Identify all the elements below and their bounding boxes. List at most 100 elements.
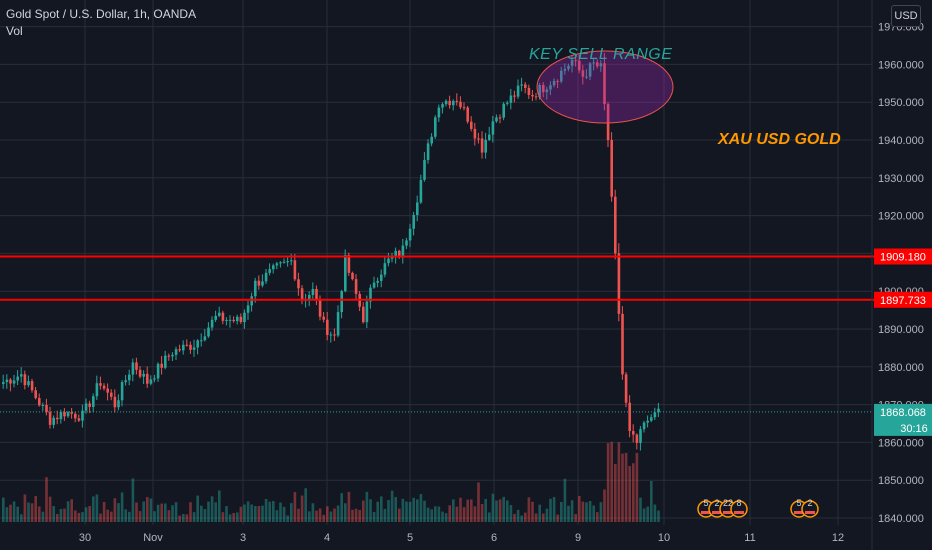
candle-body <box>138 369 142 377</box>
volume-bar <box>477 482 480 522</box>
candle-body <box>311 288 315 296</box>
candle-body <box>545 89 549 93</box>
volume-bar <box>362 500 365 522</box>
volume-bar <box>117 503 120 522</box>
volume-bar <box>448 505 451 522</box>
volume-bar <box>110 511 113 522</box>
candle-body <box>592 62 595 64</box>
candle-body <box>131 362 135 375</box>
candle-body <box>498 117 502 119</box>
candle-body <box>441 104 444 108</box>
volume-bar <box>470 499 473 522</box>
volume-bar <box>646 506 649 522</box>
volume-bar <box>592 505 595 522</box>
candle-body <box>48 412 52 425</box>
symbol-legend[interactable]: Gold Spot / U.S. Dollar, 1h, OANDA <box>6 7 197 21</box>
volume-bar <box>279 502 282 522</box>
candle-body <box>657 408 660 413</box>
candle-body <box>23 374 27 386</box>
volume-bar <box>99 513 102 522</box>
candle-body <box>135 362 138 370</box>
volume-bar <box>617 442 621 522</box>
current-price-badge <box>874 403 932 436</box>
volume-bar <box>545 508 549 522</box>
candle-body <box>322 316 325 320</box>
volume-bar <box>513 513 516 522</box>
volume-bar <box>596 512 599 522</box>
volume-bar <box>257 506 261 522</box>
candle-body <box>146 373 149 384</box>
volume-bar <box>502 496 505 522</box>
currency-button[interactable]: USD <box>891 5 921 27</box>
candle-body <box>340 291 343 313</box>
candle-body <box>70 412 73 414</box>
volume-bar <box>520 515 523 522</box>
volume-bar <box>20 514 23 522</box>
volume-bar <box>146 497 149 522</box>
event-marker-flag-icon <box>723 511 733 514</box>
volume-bar <box>95 494 99 522</box>
candle-body <box>250 296 253 306</box>
candle-body <box>380 274 383 281</box>
level-price-badge <box>874 291 932 308</box>
price-tick-label: 1950.000 <box>878 97 924 109</box>
candle-body <box>354 279 358 294</box>
volume-bar <box>239 506 243 522</box>
candle-body <box>372 282 376 288</box>
volume-bar <box>585 502 588 522</box>
volume-bar <box>426 507 430 522</box>
volume-legend[interactable]: Vol <box>6 24 23 38</box>
candle-body <box>466 107 469 122</box>
volume-bar <box>218 490 221 522</box>
candle-body <box>491 121 495 135</box>
volume-bar <box>552 497 556 522</box>
volume-bar <box>560 501 563 522</box>
candle-body <box>455 100 459 102</box>
candle-body <box>41 404 45 406</box>
candle-body <box>95 383 99 397</box>
volume-bar <box>491 493 495 522</box>
volume-bar <box>419 494 423 522</box>
price-tick-label: 1850.000 <box>878 475 924 487</box>
candle-body <box>221 312 225 321</box>
candle-body <box>534 96 538 98</box>
candle-body <box>182 344 185 351</box>
volume-bar <box>286 515 289 522</box>
event-marker-flag-icon <box>805 511 815 514</box>
volume-bar <box>542 513 545 522</box>
volume-bar <box>196 495 199 522</box>
candle-body <box>16 376 19 381</box>
volume-bar <box>434 506 437 522</box>
price-tick-label: 1940.000 <box>878 135 924 147</box>
volume-bar <box>174 502 178 522</box>
volume-bar <box>189 502 192 522</box>
volume-bar <box>81 512 84 522</box>
volume-bar <box>563 478 567 522</box>
candle-body <box>318 299 322 317</box>
candle-body <box>574 60 577 62</box>
price-tick-label: 1860.000 <box>878 437 924 449</box>
volume-bar <box>131 478 135 522</box>
xau-usd-gold-label: XAU USD GOLD <box>718 131 841 148</box>
candle-body <box>239 316 243 323</box>
candle-body <box>66 412 70 417</box>
time-axis[interactable]: 30 Nov 3 4 5 6 9 10 11 12 <box>79 532 844 544</box>
candle-body <box>560 70 563 82</box>
candle-body <box>333 334 336 336</box>
candle-body <box>614 196 617 254</box>
volume-bar <box>171 505 174 522</box>
volume-bar <box>12 501 16 522</box>
volume-bar <box>423 500 426 522</box>
candle-body <box>628 402 631 432</box>
volume-bar <box>120 492 124 522</box>
price-tick-label: 1970.000 <box>878 22 924 34</box>
event-marker-count: 22 <box>723 498 733 508</box>
candle-body <box>38 398 41 406</box>
volume-bar <box>524 512 527 522</box>
volume-bar <box>38 506 41 522</box>
candle-body <box>149 379 153 384</box>
candle-body <box>84 403 88 411</box>
price-axis-badges: 1909.180 1897.733 1868.068 30:16 <box>874 248 932 436</box>
volume-bar <box>549 498 552 522</box>
